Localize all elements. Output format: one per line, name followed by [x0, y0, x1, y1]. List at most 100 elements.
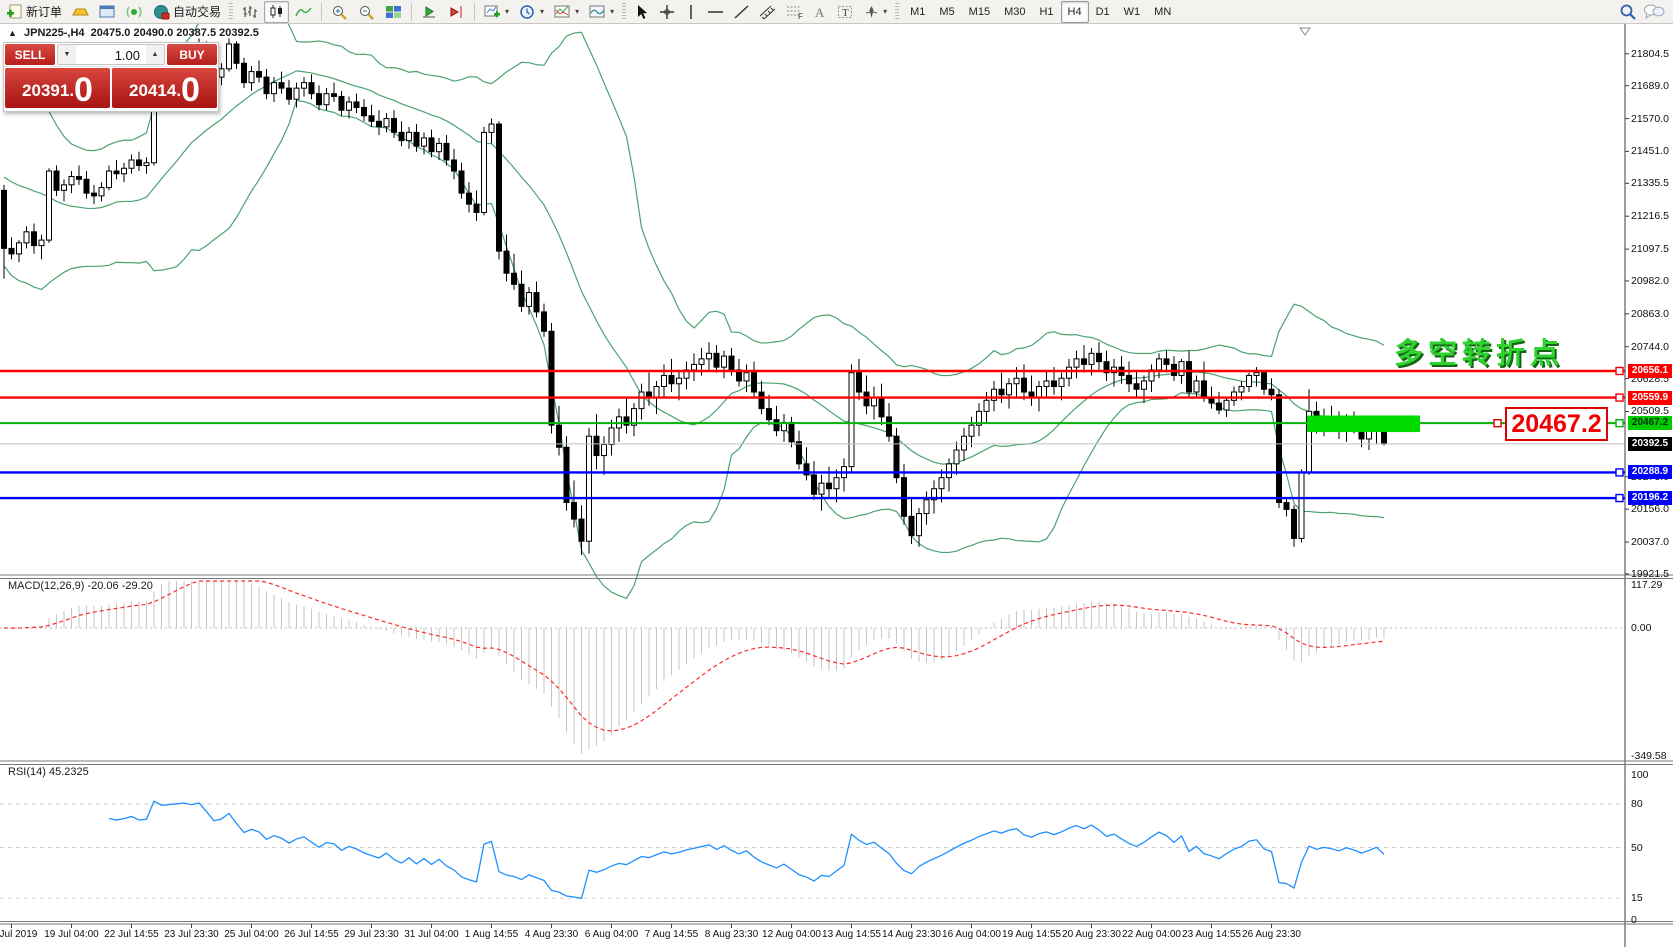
channel-tool-button[interactable]: [755, 1, 780, 23]
volume-increase-button[interactable]: ▲: [146, 45, 164, 64]
price-badge-20559.9: 20559.9: [1628, 390, 1672, 405]
time-axis-label: 1 Aug 14:55: [464, 929, 519, 940]
candle-body: [406, 131, 412, 142]
candle-body: [961, 435, 967, 451]
candle-body: [46, 170, 52, 241]
rsi-axis-label: 50: [1631, 841, 1643, 854]
time-axis-label: 31 Jul 04:00: [404, 929, 459, 940]
timeframe-m30[interactable]: M30: [1004, 5, 1026, 18]
zoom-in-button[interactable]: [327, 1, 352, 23]
search-icon[interactable]: [1619, 3, 1637, 20]
tile-windows-button[interactable]: [381, 1, 406, 23]
candle-body: [758, 391, 765, 410]
price-callout-label[interactable]: 20467.2: [1505, 407, 1608, 441]
autotrade-button[interactable]: 自动交易: [149, 1, 225, 23]
chat-icon[interactable]: [1643, 3, 1665, 20]
cursor-tool-button[interactable]: [630, 1, 653, 23]
vertical-line-tool-button[interactable]: [682, 1, 701, 23]
candle-body: [1, 189, 7, 249]
time-axis-label: 7 Aug 14:55: [644, 929, 699, 940]
svg-text:T: T: [842, 7, 849, 19]
bollinger-upper-band: [3, 0, 1385, 377]
candle-body: [631, 408, 637, 426]
candle-body: [1253, 372, 1260, 376]
market-watch-button[interactable]: [68, 1, 93, 23]
timeframe-d1[interactable]: D1: [1095, 5, 1110, 18]
candle-body: [106, 170, 112, 189]
time-axis-label: 13 Aug 14:55: [822, 929, 881, 940]
candle-body: [308, 82, 315, 95]
new-chart-dropdown[interactable]: ▾: [480, 1, 513, 23]
chart-window-dropdown[interactable]: ▾: [585, 1, 618, 23]
candle-body: [436, 142, 442, 153]
text-label-icon: T: [838, 5, 853, 19]
bid-price[interactable]: 20391. 0: [5, 68, 110, 108]
bar-chart-button[interactable]: [237, 1, 262, 23]
text-tool-button[interactable]: A: [809, 1, 831, 23]
candle-body: [473, 203, 480, 213]
crosshair-tool-button[interactable]: [655, 1, 680, 23]
indicators-dropdown[interactable]: ▾: [550, 1, 583, 23]
timeframe-m15[interactable]: M15: [968, 5, 991, 18]
toolbar-grip: [622, 2, 627, 21]
ask-price[interactable]: 20414. 0: [112, 68, 217, 108]
fibonacci-tool-button[interactable]: F: [782, 1, 807, 23]
timeframe-m5[interactable]: M5: [939, 5, 955, 18]
candle-body: [1126, 374, 1132, 385]
timeframe-h1[interactable]: H1: [1039, 5, 1054, 18]
line-anchor-square[interactable]: [1615, 468, 1624, 477]
price-axis-tick: 19921.5: [1631, 567, 1669, 580]
svg-text:F: F: [798, 12, 803, 20]
volume-input[interactable]: 1.00: [76, 45, 146, 64]
signals-button[interactable]: [122, 1, 147, 23]
bollinger-middle-band: [3, 70, 1385, 465]
line-anchor-square[interactable]: [1615, 393, 1624, 402]
timeframe-m1[interactable]: M1: [910, 5, 926, 18]
green-zone-rectangle[interactable]: [1307, 415, 1420, 433]
candle-body: [1291, 508, 1297, 539]
line-anchor-square[interactable]: [1615, 418, 1624, 428]
candle-body: [953, 449, 960, 465]
timeframe-mn[interactable]: MN: [1154, 5, 1172, 18]
candle-body: [608, 427, 615, 446]
line-anchor-square[interactable]: [1493, 418, 1502, 428]
line-anchor-square[interactable]: [1615, 493, 1624, 503]
timeframe-h4[interactable]: H4: [1060, 0, 1089, 23]
turning-point-annotation[interactable]: 多空转折点: [1394, 338, 1565, 370]
sell-button[interactable]: SELL: [5, 44, 55, 65]
horizontal-line-tool-button[interactable]: [703, 1, 728, 23]
text-label-tool-button[interactable]: T: [833, 1, 858, 23]
time-axis-label: 20 Aug 23:30: [1062, 929, 1121, 940]
timeframe-w1[interactable]: W1: [1123, 5, 1141, 18]
candle-body: [713, 352, 720, 368]
chevron-down-icon: ▾: [505, 7, 510, 16]
line-chart-button[interactable]: [291, 1, 316, 23]
trendline-tool-button[interactable]: [730, 1, 753, 23]
candle-body: [16, 242, 22, 255]
profiles-button[interactable]: [95, 1, 120, 23]
candle-body: [316, 93, 322, 106]
candlestick-chart-button[interactable]: [264, 0, 290, 23]
profile-window-icon: [99, 5, 115, 17]
time-axis-label: 19 Jul 04:00: [44, 929, 99, 940]
time-axis-label: 22 Aug 04:00: [1122, 929, 1181, 940]
new-order-button[interactable]: 新订单: [2, 1, 66, 23]
buy-button[interactable]: BUY: [167, 44, 217, 65]
rsi-axis-label: 15: [1631, 892, 1643, 905]
chart-shift-button[interactable]: [444, 1, 469, 23]
periods-dropdown[interactable]: ▾: [515, 1, 548, 23]
candle-body: [968, 424, 975, 437]
line-anchor-square[interactable]: [1615, 366, 1624, 376]
candle-body: [1058, 377, 1065, 387]
candle-body: [721, 355, 727, 368]
arrows-dropdown[interactable]: ▾: [860, 1, 891, 23]
candle-body: [1156, 358, 1162, 371]
auto-scroll-button[interactable]: [417, 1, 442, 23]
candle-body: [916, 513, 922, 537]
time-axis-label: 25 Jul 04:00: [224, 929, 279, 940]
candle-body: [548, 330, 555, 426]
zoom-out-button[interactable]: [354, 1, 379, 23]
volume-decrease-button[interactable]: ▼: [58, 45, 76, 64]
chart-shift-marker[interactable]: [1299, 27, 1311, 36]
